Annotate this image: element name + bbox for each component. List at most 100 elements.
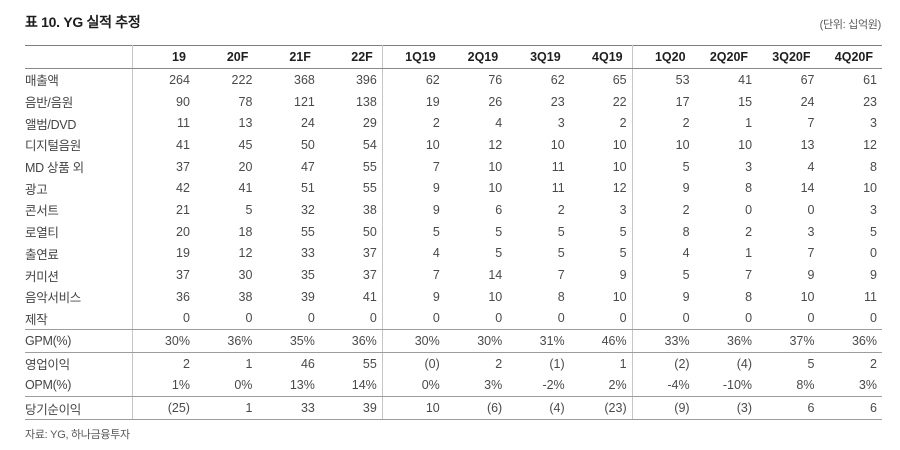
unit-label: (단위: 십억원) [819,19,882,31]
cell-value: 38 [319,199,383,221]
row-label: 당기순이익 [25,396,133,420]
cell-value: 33 [257,396,320,420]
cell-value: 37% [757,329,820,353]
cell-value: 2 [870,356,877,371]
row-label: 음악서비스 [25,285,133,308]
column-header-20f: 20F [194,45,258,69]
cell-value: 8 [745,289,753,304]
cell-value: 5 [807,356,815,371]
row-label: 커미션 [25,264,133,286]
table-row: 출연료 19 12 33 37 4 5 5 5 4 1 7 0 [25,242,882,265]
cell-value: 3% [819,374,882,398]
cell-value: 51 [300,181,315,196]
row-label: 매출액 [25,68,133,91]
cell-value: 12 [238,246,253,261]
row-label: 로열티 [25,220,133,243]
cell-value: 3 [745,159,753,174]
cell-value: 6 [495,202,503,217]
cell-value: 1 [194,396,258,420]
cell-value: 36% [194,329,258,353]
cell-value: 47 [300,159,315,174]
cell-value: 222 [231,72,253,87]
cell-value: 0 [382,307,445,331]
table-row: 커미션 37 30 35 37 7 14 7 9 5 7 9 9 [25,264,882,286]
cell-value: 9 [432,181,440,196]
cell-value: 37 [319,264,383,286]
cell-value: 5 [495,246,503,261]
column-header-21f: 21F [257,45,320,69]
cell-value: 33% [632,329,695,353]
cell-value: 8 [682,224,690,239]
cell-value: 0 [632,307,695,331]
cell-value: 30% [132,329,195,353]
cell-value: 2 [432,116,440,131]
cell-value: 10 [382,396,445,420]
cell-value: (2) [674,356,690,371]
cell-value: 21 [176,202,190,217]
cell-value: 30 [238,268,253,283]
cell-value: 10 [569,155,633,178]
cell-value: 12 [488,137,503,152]
cell-value: 9 [682,181,690,196]
cell-value: 26 [488,94,503,109]
row-label: 출연료 [25,242,133,265]
cell-value: (4) [736,356,753,371]
cell-value: 35% [257,329,320,353]
column-header-4q19: 4Q19 [569,45,633,69]
cell-value: 10 [425,137,440,152]
cell-value: 4 [807,159,815,174]
cell-value: 4 [432,246,440,261]
cell-value: 23 [863,94,877,109]
column-header-2q19: 2Q19 [444,45,508,69]
cell-value: 2 [557,202,565,217]
cell-value: 35 [300,268,315,283]
cell-value: 0 [507,307,570,331]
cell-value: 10 [738,137,753,152]
cell-value: 7 [557,268,565,283]
cell-value: 55 [319,352,383,375]
cell-value: (4) [507,396,570,420]
row-label: 제작 [25,307,133,331]
cell-value: 264 [169,72,190,87]
cell-value: 5 [682,159,690,174]
cell-value: 45 [238,137,253,152]
cell-value: 38 [238,289,253,304]
cell-value: 65 [569,68,633,91]
cell-value: 67 [800,72,815,87]
cell-value: 9 [432,289,440,304]
cell-value: 62 [425,72,440,87]
cell-value: (6) [444,396,508,420]
table-row: MD 상품 외 37 20 47 55 7 10 11 10 5 3 4 8 [25,155,882,178]
cell-value: 10 [569,285,633,308]
cell-value: 8 [870,159,877,174]
row-label: 앨범/DVD [25,112,133,135]
cell-value: 39 [300,289,315,304]
cell-value: 30% [444,329,508,353]
table-row: 제작 0 0 0 0 0 0 0 0 0 0 0 0 [25,307,882,331]
cell-value: 0 [870,246,877,261]
row-label: OPM(%) [25,374,133,398]
cell-value: 14 [800,181,815,196]
cell-value: 1 [245,356,253,371]
cell-value: 9 [569,264,633,286]
cell-value: 8% [757,374,820,398]
cell-value: 2 [682,202,690,217]
cell-value: 0 [257,307,320,331]
cell-value: 11 [551,159,565,174]
column-header-3q20f: 3Q20F [757,45,820,69]
header-row: 19 20F 21F 22F 1Q19 2Q19 3Q19 4Q19 1Q20 2Q20F 3Q20… [25,45,882,69]
cell-value: 31% [507,329,570,353]
table-row: 광고 42 41 51 55 9 10 11 12 9 8 14 10 [25,177,882,200]
table-caption-row: 표 10. YG 실적 추정 (단위: 십억원) [25,12,881,32]
table-row: 콘서트 21 5 32 38 9 6 2 3 2 0 0 3 [25,199,882,221]
cell-value: 0 [319,307,383,331]
cell-value: 368 [294,72,315,87]
corner-cell [25,45,133,69]
cell-value: 1% [132,374,195,398]
cell-value: 5 [569,242,633,265]
cell-value: 2 [745,224,753,239]
cell-value: 41 [738,72,753,87]
cell-value: 5 [557,224,565,239]
cell-value: 7 [432,159,440,174]
